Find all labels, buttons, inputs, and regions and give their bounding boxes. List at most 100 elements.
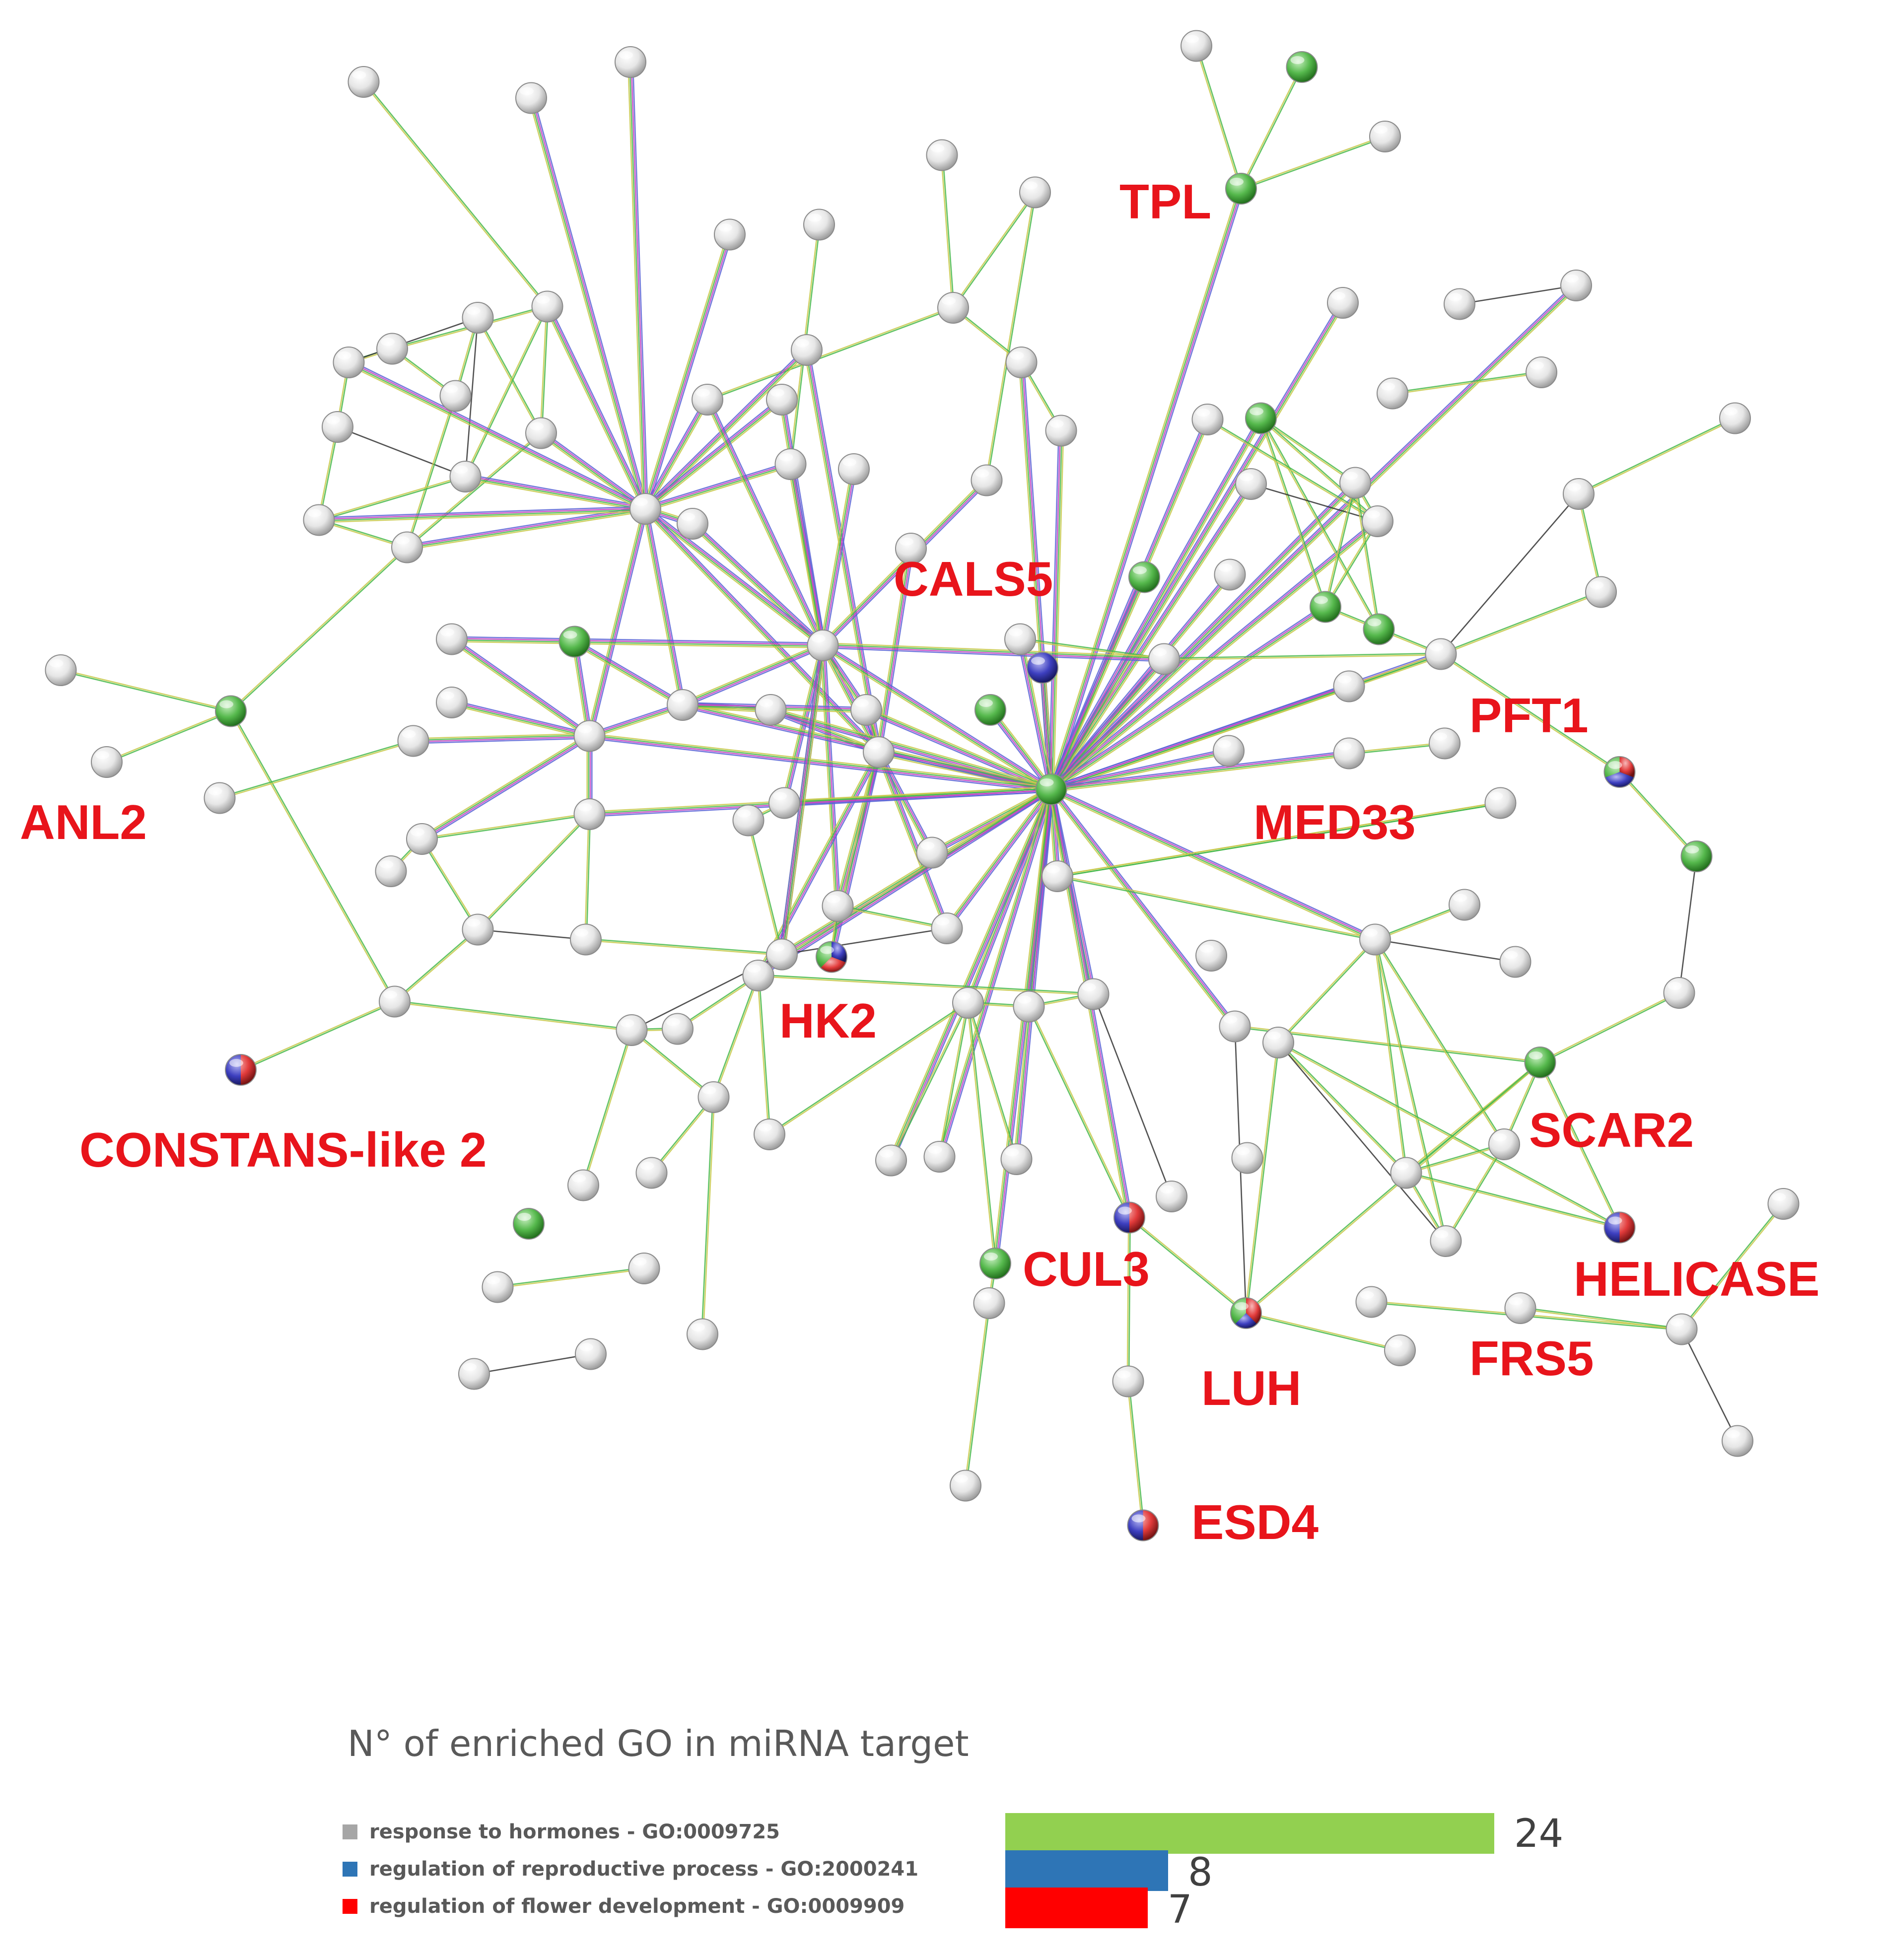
protein-node[interactable] <box>1213 735 1245 767</box>
protein-node[interactable] <box>714 218 746 251</box>
protein-node[interactable] <box>937 292 969 324</box>
protein-node[interactable] <box>567 1169 599 1201</box>
protein-node[interactable] <box>875 1144 907 1177</box>
protein-node[interactable] <box>628 1253 660 1284</box>
protein-node[interactable] <box>1225 173 1257 205</box>
protein-node[interactable] <box>1045 415 1077 447</box>
protein-node[interactable] <box>1585 576 1617 608</box>
protein-node[interactable] <box>950 1470 981 1502</box>
protein-node[interactable] <box>449 461 482 492</box>
protein-node[interactable] <box>923 1141 956 1173</box>
protein-node[interactable] <box>1377 377 1408 410</box>
protein-node[interactable] <box>379 985 411 1018</box>
protein-node[interactable] <box>1286 51 1318 83</box>
protein-node[interactable] <box>1113 1201 1145 1234</box>
protein-node[interactable] <box>677 508 708 540</box>
protein-node[interactable] <box>397 725 429 757</box>
protein-node[interactable] <box>1027 652 1058 684</box>
protein-node[interactable] <box>91 746 123 778</box>
protein-node[interactable] <box>1000 1143 1033 1175</box>
protein-node[interactable] <box>573 720 606 752</box>
protein-node[interactable] <box>1195 940 1227 972</box>
protein-node[interactable] <box>850 694 882 726</box>
protein-node[interactable] <box>1484 787 1517 819</box>
protein-node[interactable] <box>662 1013 694 1045</box>
protein-node[interactable] <box>803 209 835 241</box>
protein-node[interactable] <box>1563 478 1595 510</box>
protein-node[interactable] <box>303 504 335 536</box>
protein-node[interactable] <box>742 960 774 991</box>
protein-node[interactable] <box>822 890 854 922</box>
protein-node[interactable] <box>1327 287 1359 319</box>
protein-node[interactable] <box>1235 468 1267 500</box>
protein-node[interactable] <box>1359 923 1391 956</box>
protein-node[interactable] <box>1425 638 1457 670</box>
protein-node[interactable] <box>525 417 557 449</box>
protein-node[interactable] <box>513 1208 545 1240</box>
protein-node[interactable] <box>1504 1292 1536 1324</box>
protein-node[interactable] <box>322 411 353 443</box>
protein-node[interactable] <box>1390 1157 1422 1189</box>
protein-node[interactable] <box>687 1318 718 1350</box>
protein-node[interactable] <box>1127 1509 1159 1541</box>
protein-node[interactable] <box>45 654 77 686</box>
protein-node[interactable] <box>1333 737 1365 770</box>
protein-node[interactable] <box>615 46 646 78</box>
protein-node[interactable] <box>1148 643 1180 675</box>
protein-node[interactable] <box>406 823 438 855</box>
protein-node[interactable] <box>1526 356 1557 388</box>
protein-node[interactable] <box>692 384 723 416</box>
protein-node[interactable] <box>732 804 765 837</box>
protein-node[interactable] <box>971 464 1003 496</box>
protein-node[interactable] <box>1230 1297 1262 1329</box>
protein-node[interactable] <box>391 531 423 563</box>
protein-node[interactable] <box>462 302 494 334</box>
protein-node[interactable] <box>1262 1027 1294 1058</box>
protein-node[interactable] <box>766 938 798 971</box>
protein-node[interactable] <box>1444 288 1475 320</box>
protein-node[interactable] <box>333 347 365 378</box>
protein-node[interactable] <box>436 623 468 655</box>
protein-node[interactable] <box>1449 889 1480 921</box>
protein-node[interactable] <box>1429 727 1460 760</box>
protein-node[interactable] <box>1663 977 1695 1009</box>
protein-node[interactable] <box>1355 1286 1388 1318</box>
protein-node[interactable] <box>931 912 963 944</box>
protein-node[interactable] <box>1339 467 1371 499</box>
protein-node[interactable] <box>458 1358 490 1390</box>
protein-node[interactable] <box>1603 756 1636 788</box>
protein-node[interactable] <box>1666 1313 1698 1345</box>
protein-node[interactable] <box>1719 402 1751 434</box>
protein-node[interactable] <box>1722 1425 1753 1457</box>
protein-node[interactable] <box>952 987 984 1019</box>
protein-node[interactable] <box>774 448 807 480</box>
protein-node[interactable] <box>973 1287 1005 1319</box>
protein-node[interactable] <box>1310 591 1341 623</box>
protein-node[interactable] <box>1369 121 1401 152</box>
protein-node[interactable] <box>1488 1128 1520 1160</box>
protein-node[interactable] <box>1524 1047 1556 1078</box>
protein-node[interactable] <box>916 837 948 869</box>
protein-node[interactable] <box>348 66 380 98</box>
protein-node[interactable] <box>558 626 591 658</box>
protein-node[interactable] <box>1214 559 1246 591</box>
protein-node[interactable] <box>1156 1181 1187 1212</box>
protein-node[interactable] <box>754 1119 785 1150</box>
protein-node[interactable] <box>225 1054 257 1086</box>
protein-node[interactable] <box>1231 1142 1263 1174</box>
protein-node[interactable] <box>895 533 927 564</box>
protein-node[interactable] <box>629 493 661 525</box>
protein-node[interactable] <box>667 689 698 721</box>
protein-node[interactable] <box>204 782 236 814</box>
protein-node[interactable] <box>436 687 468 718</box>
protein-node[interactable] <box>816 941 847 973</box>
protein-node[interactable] <box>979 1248 1011 1279</box>
protein-node[interactable] <box>1384 1334 1416 1366</box>
protein-node[interactable] <box>616 1014 648 1046</box>
protein-node[interactable] <box>1245 402 1277 434</box>
protein-node[interactable] <box>1077 978 1110 1010</box>
protein-node[interactable] <box>376 333 408 365</box>
protein-node[interactable] <box>1128 561 1160 593</box>
protein-node[interactable] <box>1219 1010 1251 1043</box>
protein-node[interactable] <box>791 334 823 366</box>
